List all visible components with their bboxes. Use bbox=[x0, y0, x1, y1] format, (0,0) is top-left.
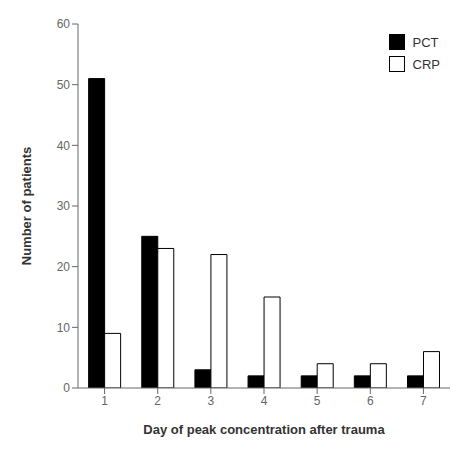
svg-text:Number of patients: Number of patients bbox=[19, 147, 34, 265]
html-text:PCT: PCT bbox=[412, 34, 439, 50]
svg-text:Day of peak concentration afte: Day of peak concentration after trauma bbox=[143, 422, 385, 437]
svg-text:3: 3 bbox=[208, 394, 215, 408]
svg-text:30: 30 bbox=[57, 199, 71, 213]
svg-text:60: 60 bbox=[57, 17, 71, 31]
html-text:CRP: CRP bbox=[412, 56, 440, 72]
svg-text:1: 1 bbox=[101, 394, 108, 408]
svg-text:4: 4 bbox=[261, 394, 268, 408]
svg-text:40: 40 bbox=[57, 139, 71, 153]
svg-text:10: 10 bbox=[57, 321, 71, 335]
svg-text:5: 5 bbox=[314, 394, 321, 408]
svg-text:6: 6 bbox=[367, 394, 374, 408]
svg-text:20: 20 bbox=[57, 260, 71, 274]
svg-text:0: 0 bbox=[63, 381, 70, 395]
svg-text:7: 7 bbox=[420, 394, 427, 408]
svg-text:2: 2 bbox=[154, 394, 161, 408]
svg-text:50: 50 bbox=[57, 78, 71, 92]
